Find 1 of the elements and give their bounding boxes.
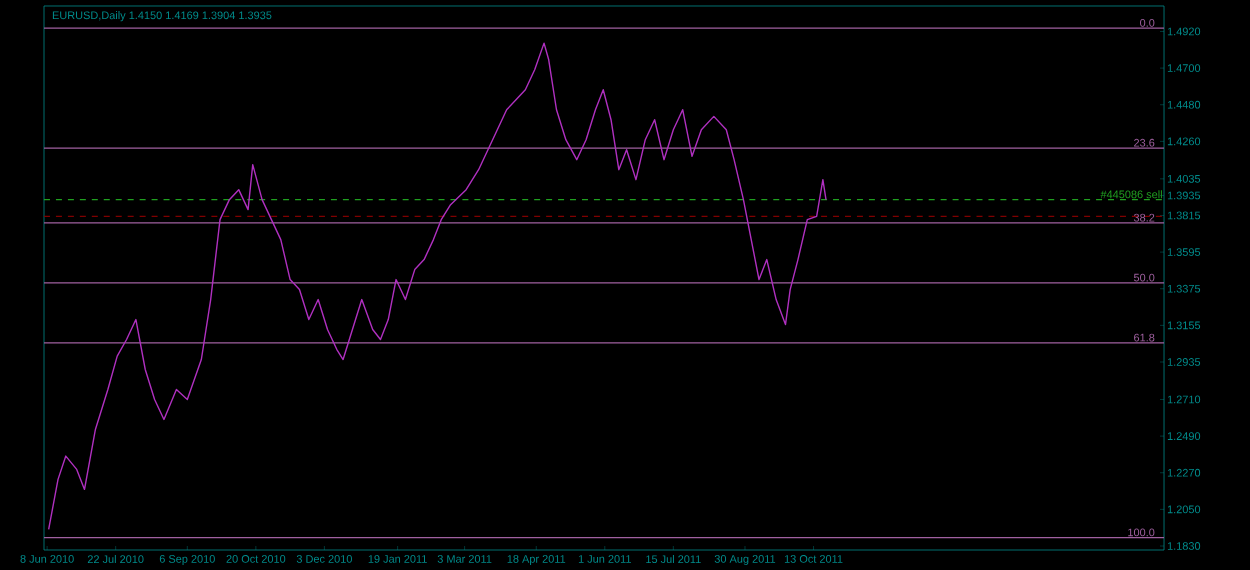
line-series: [47, 42, 827, 531]
